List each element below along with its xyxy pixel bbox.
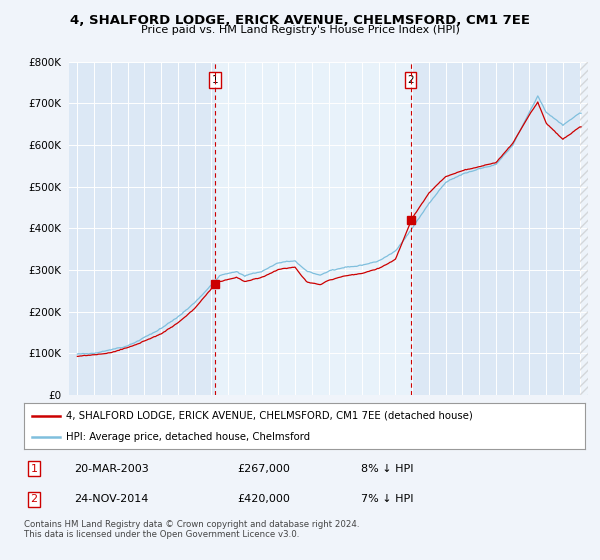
Text: 1: 1 <box>31 464 38 474</box>
Text: 4, SHALFORD LODGE, ERICK AVENUE, CHELMSFORD, CM1 7EE (detached house): 4, SHALFORD LODGE, ERICK AVENUE, CHELMSF… <box>66 410 473 421</box>
Text: 1: 1 <box>212 75 218 85</box>
Text: HPI: Average price, detached house, Chelmsford: HPI: Average price, detached house, Chel… <box>66 432 310 442</box>
Text: 7% ↓ HPI: 7% ↓ HPI <box>361 494 413 504</box>
Text: 8% ↓ HPI: 8% ↓ HPI <box>361 464 413 474</box>
Text: 24-NOV-2014: 24-NOV-2014 <box>74 494 149 504</box>
Text: 20-MAR-2003: 20-MAR-2003 <box>74 464 149 474</box>
Bar <box>580 62 596 395</box>
Text: 2: 2 <box>31 494 38 504</box>
Bar <box>215 62 410 395</box>
Text: £267,000: £267,000 <box>237 464 290 474</box>
Text: Price paid vs. HM Land Registry's House Price Index (HPI): Price paid vs. HM Land Registry's House … <box>140 25 460 35</box>
Text: 4, SHALFORD LODGE, ERICK AVENUE, CHELMSFORD, CM1 7EE: 4, SHALFORD LODGE, ERICK AVENUE, CHELMSF… <box>70 14 530 27</box>
Text: 2: 2 <box>407 75 414 85</box>
Text: Contains HM Land Registry data © Crown copyright and database right 2024.
This d: Contains HM Land Registry data © Crown c… <box>24 520 359 539</box>
Text: £420,000: £420,000 <box>237 494 290 504</box>
